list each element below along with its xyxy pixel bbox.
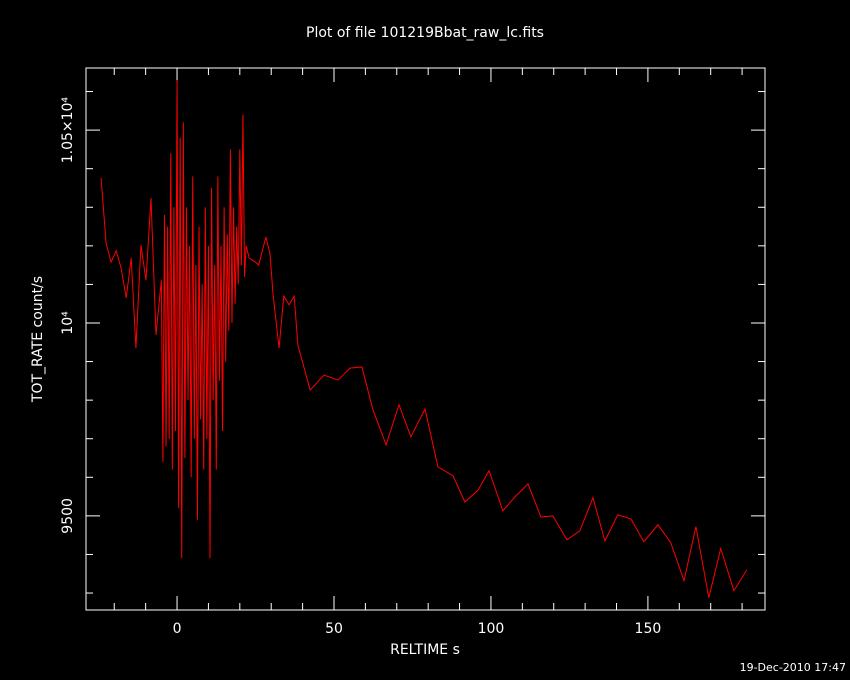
data-line [100, 79, 748, 598]
x-tick-label: 50 [325, 621, 343, 637]
y-axis-label: TOT_RATE count/s [30, 276, 46, 403]
y-tick-label: 10⁴ [60, 311, 76, 335]
x-tick-label: 0 [173, 621, 182, 637]
y-tick-label: 9500 [60, 498, 76, 534]
y-tick-label: 1.05×10⁴ [60, 97, 76, 164]
x-tick-label: 100 [478, 621, 505, 637]
x-axis-label: RELTIME s [390, 642, 460, 658]
footer-date: 19-Dec-2010 17:47 [740, 661, 846, 674]
chart-title: Plot of file 101219Bbat_raw_lc.fits [306, 25, 544, 41]
x-tick-label: 150 [635, 621, 662, 637]
plot-frame [85, 67, 766, 611]
